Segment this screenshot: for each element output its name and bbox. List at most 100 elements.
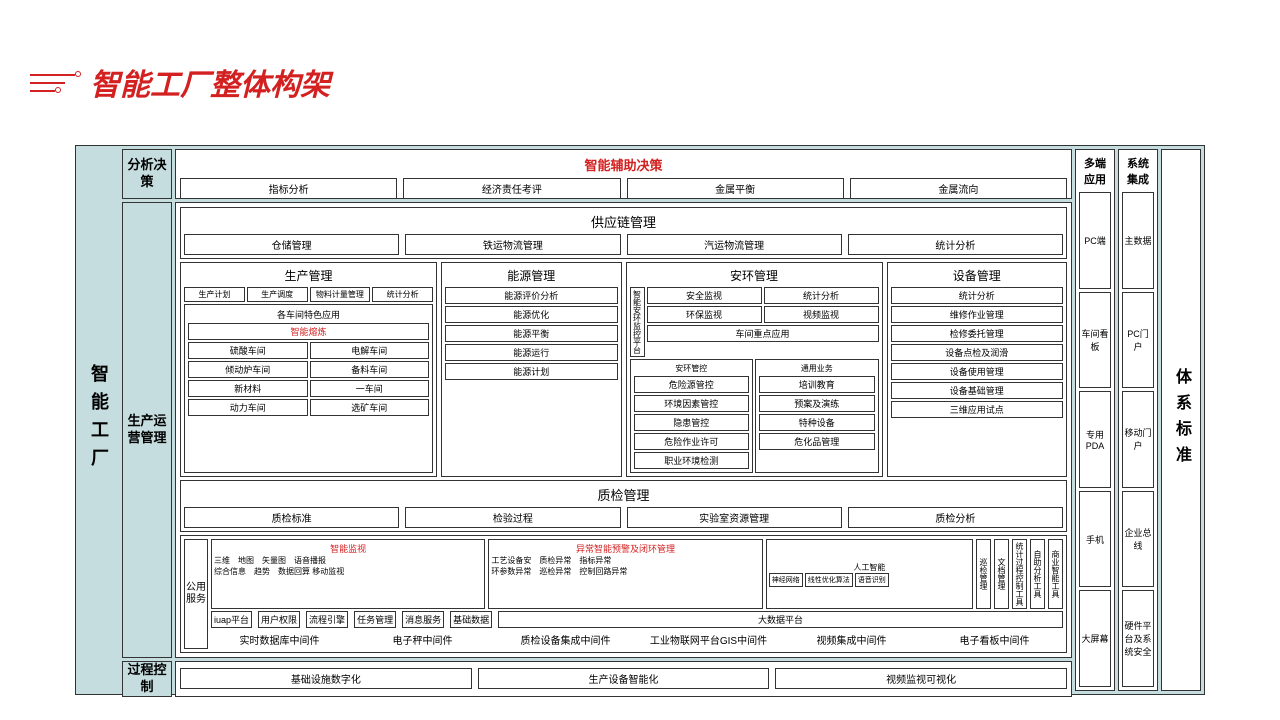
svc-box: 大数据平台	[498, 611, 1063, 628]
sm-title: 智能监视	[214, 542, 482, 555]
sf-box: 视频监视	[764, 306, 879, 323]
process-label: 过程控制	[122, 661, 172, 697]
sf-keyapp: 车间重点应用	[647, 325, 879, 342]
svc-text: 电子看板中间件	[926, 630, 1063, 649]
analysis-box: 金属流向	[850, 178, 1067, 199]
sf-box: 危险作业许可	[634, 433, 750, 450]
rc1-box: PC端	[1079, 192, 1111, 289]
ai-box: 线性优化算法	[805, 573, 853, 587]
sf-box: 危险源管控	[634, 376, 750, 393]
supply-box: 统计分析	[848, 234, 1063, 255]
production-mgmt: 生产管理 生产计划 生产调度 物料计量管理 统计分析 各车间特色应用 智能熔炼 …	[180, 262, 437, 477]
energy-box: 能源运行	[445, 344, 617, 361]
analysis-content: 智能辅助决策 指标分析 经济责任考评 金属平衡 金属流向	[175, 149, 1072, 199]
rc2-box: 移动门户	[1122, 391, 1154, 488]
q-box: 检验过程	[405, 507, 620, 528]
eq-box: 设备使用管理	[891, 363, 1063, 380]
sf-box: 隐患管控	[634, 414, 750, 431]
supply-box: 铁运物流管理	[405, 234, 620, 255]
sf-box: 环保监视	[647, 306, 762, 323]
ai-title: 人工智能	[769, 562, 970, 573]
prod-title: 生产管理	[184, 266, 433, 285]
analysis-label: 分析决策	[122, 149, 172, 199]
quality-title: 质检管理	[184, 484, 1063, 505]
rc1-box: 手机	[1079, 491, 1111, 588]
al-title: 异常智能预警及闭环管理	[491, 542, 759, 555]
smart-smelt: 智能熔炼	[188, 323, 429, 340]
rc2-box: 主数据	[1122, 192, 1154, 289]
svc-box: 基础数据	[450, 611, 492, 628]
workshop-title: 各车间特色应用	[188, 308, 429, 321]
ai-box: 神经网络	[769, 573, 803, 587]
rc1-title: 多端应用	[1079, 153, 1111, 189]
rc1-box: 专用PDA	[1079, 391, 1111, 488]
prod-box: 生产调度	[247, 287, 308, 302]
sm-line: 三维 地图 矢量图 语音播报	[214, 555, 482, 566]
eq-box: 检修委托管理	[891, 325, 1063, 342]
safety-mgmt: 安环管理 智能安环监控平台 安全监视统计分析 环保监视视频监视 车间重点应用	[626, 262, 883, 477]
prod-box: 生产计划	[184, 287, 245, 302]
prod-box: 统计分析	[372, 287, 433, 302]
eq-title: 设备管理	[891, 266, 1063, 285]
sf-box: 预案及演练	[759, 395, 875, 412]
smart-monitor: 智能监视 三维 地图 矢量图 语音播报 综合信息 趋势 数据回算 移动监视	[211, 539, 485, 609]
eq-box: 三维应用试点	[891, 401, 1063, 418]
pc-box: 生产设备智能化	[478, 668, 770, 689]
eq-box: 设备基础管理	[891, 382, 1063, 399]
ai-box: 语音识别	[855, 573, 889, 587]
supply-chain: 供应链管理 仓储管理 铁运物流管理 汽运物流管理 统计分析	[180, 207, 1067, 259]
pc-box: 视频监视可视化	[775, 668, 1067, 689]
ws-box: 倾动炉车间	[188, 361, 308, 378]
svc-vbox: 自助分析工具	[1030, 539, 1045, 609]
rc1-box: 车间看板	[1079, 292, 1111, 389]
ws-box: 新材料	[188, 380, 308, 397]
smart-factory-label: 智能工厂	[86, 364, 112, 476]
analysis-box: 经济责任考评	[403, 178, 620, 199]
left-label-strip: 智能工厂	[79, 149, 119, 691]
standards-col: 体系标准	[1161, 149, 1201, 691]
ws-box: 备料车间	[310, 361, 430, 378]
ops-content: 供应链管理 仓储管理 铁运物流管理 汽运物流管理 统计分析 生产管理 生产计划	[175, 202, 1072, 658]
sf-box: 安全监视	[647, 287, 762, 304]
svc-vbox: 巡检管理	[976, 539, 991, 609]
rc2-box: 企业总线	[1122, 491, 1154, 588]
analysis-box: 指标分析	[180, 178, 397, 199]
q-box: 质检标准	[184, 507, 399, 528]
svc-box: 用户权限	[258, 611, 300, 628]
eq-box: 维修作业管理	[891, 306, 1063, 323]
ws-box: 动力车间	[188, 399, 308, 416]
sm-line: 综合信息 趋势 数据回算 移动监视	[214, 566, 482, 577]
rc1-box: 大屏幕	[1079, 590, 1111, 687]
supply-box: 仓储管理	[184, 234, 399, 255]
title-decoration	[30, 62, 80, 102]
svc-text: 工业物联网平台GIS中间件	[640, 630, 777, 649]
architecture-diagram: 智能工厂 分析决策 智能辅助决策 指标分析 经济责任考评 金属平衡 金属流向 生…	[75, 145, 1205, 695]
prod-box: 物料计量管理	[310, 287, 371, 302]
energy-mgmt: 能源管理 能源评价分析 能源优化 能源平衡 能源运行 能源计划	[441, 262, 621, 477]
public-service: 公用服务 智能监视 三维 地图 矢量图 语音播报 综合信息 趋势 数据回算 移动…	[180, 535, 1067, 653]
supply-title: 供应链管理	[184, 211, 1063, 232]
safety-title: 安环管理	[630, 266, 879, 285]
ws-box: 电解车间	[310, 342, 430, 359]
svc-text: 电子秤中间件	[354, 630, 491, 649]
ws-box: 一车间	[310, 380, 430, 397]
svc-vbox: 商业智能工具	[1048, 539, 1063, 609]
svc-text: 视频集成中间件	[783, 630, 920, 649]
ws-box: 选矿车间	[310, 399, 430, 416]
q-box: 实验室资源管理	[627, 507, 842, 528]
equipment-mgmt: 设备管理 统计分析 维修作业管理 检修委托管理 设备点检及润滑 设备使用管理 设…	[887, 262, 1067, 477]
svc-vbox: 统计过程控制工具	[1012, 539, 1027, 609]
standards-label: 体系标准	[1169, 368, 1193, 472]
sf-box: 特种设备	[759, 414, 875, 431]
svc-box: 流程引擎	[306, 611, 348, 628]
page-title: 智能工厂整体构架	[90, 60, 330, 104]
svc-box: iuap平台	[211, 611, 252, 628]
sf-box: 危化品管理	[759, 433, 875, 450]
process-content: 基础设施数字化 生产设备智能化 视频监视可视化	[175, 661, 1072, 697]
q-box: 质检分析	[848, 507, 1063, 528]
svc-text: 实时数据库中间件	[211, 630, 348, 649]
sf-lt: 安环管控	[634, 363, 750, 374]
al-line: 环参数异常 巡检异常 控制回路异常	[491, 566, 759, 577]
sf-rt: 通用业务	[759, 363, 875, 374]
pc-box: 基础设施数字化	[180, 668, 472, 689]
